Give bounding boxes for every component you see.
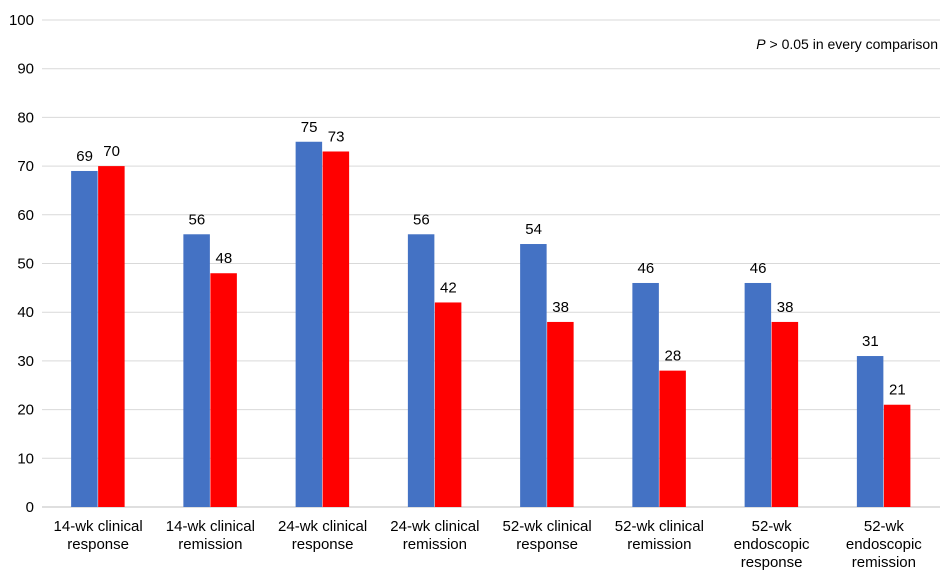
bar: [71, 170, 98, 507]
y-tick-label: 10: [17, 450, 34, 467]
y-tick-label: 100: [9, 12, 34, 29]
data-label: 38: [552, 299, 569, 316]
x-tick-label: 52-wk clinical remission: [615, 518, 704, 553]
data-label: 21: [889, 382, 906, 399]
bar: [520, 244, 547, 507]
bar: [883, 404, 911, 507]
bar: [434, 302, 462, 507]
annotation-text: > 0.05 in every comparison: [765, 36, 939, 52]
data-label: 31: [862, 333, 879, 350]
x-tick-label-line: remission: [627, 536, 691, 553]
data-label: 54: [525, 221, 542, 238]
y-tick-label: 0: [26, 499, 34, 516]
x-tick-label-line: response: [516, 536, 578, 553]
significance-annotation: P > 0.05 in every comparison: [756, 36, 938, 52]
bar: [322, 151, 350, 508]
x-tick-label-line: remission: [178, 536, 242, 553]
bar: [744, 282, 772, 507]
y-tick-label: 80: [17, 109, 34, 126]
x-tick-label-line: 14-wk clinical: [166, 518, 255, 535]
x-tick-label: 24-wk clinical response: [278, 518, 367, 553]
x-tick-label-line: 52-wk: [864, 518, 905, 535]
data-label: 56: [413, 211, 430, 228]
data-label: 46: [750, 260, 767, 277]
bar: [771, 321, 799, 507]
bar: [210, 273, 237, 507]
bar: [856, 356, 884, 507]
y-tick-label: 90: [17, 61, 34, 78]
x-tick-label-line: response: [292, 536, 354, 553]
bar: [547, 321, 574, 507]
x-tick-label-line: endoscopic: [846, 536, 922, 553]
x-tick-label-line: endoscopic: [734, 536, 810, 553]
x-tick-label-line: 52-wk clinical: [615, 518, 704, 535]
bar: [295, 141, 323, 507]
y-tick-label: 50: [17, 256, 34, 273]
data-label: 70: [103, 143, 120, 160]
bar: [407, 234, 435, 507]
bar: [632, 282, 659, 507]
y-tick-label: 40: [17, 304, 34, 321]
x-tick-label: 52-wk endoscopic response: [734, 518, 810, 571]
data-label: 42: [440, 279, 457, 296]
bar: [183, 234, 210, 507]
bar: [98, 166, 125, 507]
data-label: 28: [665, 348, 682, 365]
data-label: 56: [189, 211, 206, 228]
data-label: 48: [216, 250, 233, 267]
y-tick-label: 60: [17, 207, 34, 224]
x-tick-label-line: 52-wk: [752, 518, 793, 535]
data-label: 46: [638, 260, 655, 277]
data-label: 38: [777, 299, 794, 316]
x-tick-label: 24-wk clinical remission: [390, 518, 479, 553]
x-tick-label: 52-wk endoscopic remission: [846, 518, 922, 571]
x-tick-label-line: 14-wk clinical: [54, 518, 143, 535]
y-tick-label: 30: [17, 353, 34, 370]
x-tick-label-line: response: [741, 554, 803, 571]
x-tick-label-line: remission: [403, 536, 467, 553]
x-tick-label-line: 52-wk clinical: [503, 518, 592, 535]
x-tick-label: 14-wk clinical response: [54, 518, 143, 553]
data-label: 73: [328, 128, 345, 145]
x-tick-label-line: remission: [852, 554, 916, 571]
bar: [659, 370, 686, 507]
y-tick-label: 70: [17, 158, 34, 175]
p-symbol: P: [756, 36, 766, 52]
data-label: 69: [76, 148, 93, 165]
x-tick-label: 14-wk clinical remission: [166, 518, 255, 553]
x-tick-label-line: 24-wk clinical: [390, 518, 479, 535]
x-tick-label: 52-wk clinical response: [503, 518, 592, 553]
y-tick-label: 20: [17, 402, 34, 419]
x-tick-label-line: response: [67, 536, 129, 553]
data-label: 75: [301, 119, 318, 136]
x-tick-label-line: 24-wk clinical: [278, 518, 367, 535]
